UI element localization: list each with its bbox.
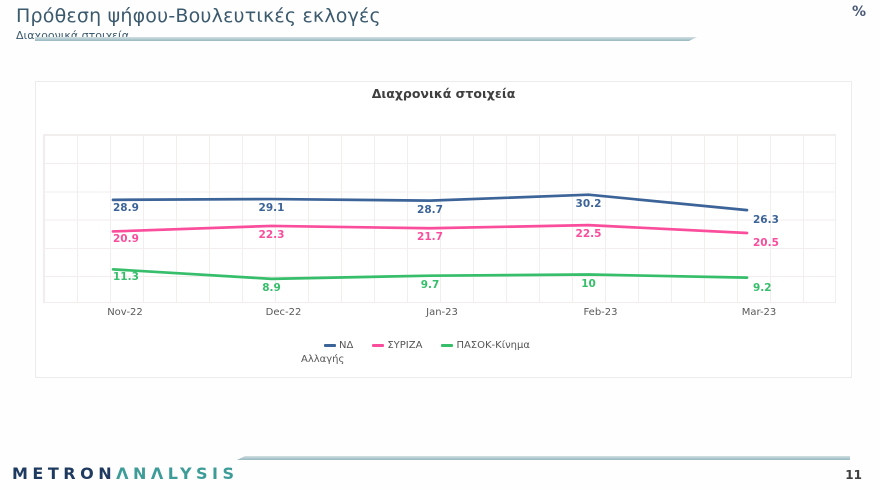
value-label: 26.3	[753, 214, 779, 227]
legend-dash-icon	[324, 344, 336, 347]
value-label: 28.7	[417, 203, 443, 216]
legend-item-ΣΥΡΙΖΑ: ΣΥΡΙΖΑ	[372, 340, 422, 351]
x-axis-layer: Nov-22 Dec-22 Jan-23 Feb-23 Mar-23	[36, 82, 851, 377]
value-labels-layer: 28.9 29.1 28.7 30.2 26.3 20.9 22.3 21.7 22.5 20.5…	[36, 82, 851, 377]
value-label: 10	[581, 277, 596, 290]
legend-label: ΣΥΡΙΖΑ	[387, 340, 423, 351]
x-axis-label-Feb-23: Feb-23	[583, 307, 618, 318]
chart-legend: ΝΔ ΣΥΡΙΖΑ ΠΑΣΟΚ-Κίνημα	[324, 340, 530, 351]
chart-title: Διαχρονικά στοιχεία	[371, 86, 516, 101]
legend-item-ΠΑΣΟΚ-Κίνημα: ΠΑΣΟΚ-Κίνημα	[441, 340, 530, 351]
value-label: 20.5	[753, 237, 779, 250]
page-title: Πρόθεση ψήφου-Βουλευτικές εκλογές	[16, 5, 381, 27]
value-label: 20.9	[113, 233, 139, 246]
legend-label: ΝΔ	[339, 340, 354, 351]
value-label: 11.3	[113, 271, 139, 284]
value-label: 29.1	[258, 202, 285, 215]
value-label: 22.5	[575, 228, 602, 241]
x-axis-label-Jan-23: Jan-23	[426, 307, 458, 318]
x-axis-label-Mar-23: Mar-23	[741, 307, 777, 318]
value-label: 9.2	[753, 281, 772, 294]
value-label: 8.9	[262, 281, 281, 294]
legend-dash-icon	[441, 344, 454, 347]
footer-divider	[237, 456, 850, 460]
legend-item-ΝΔ: ΝΔ	[324, 340, 353, 351]
legend-dash-icon	[372, 344, 385, 347]
chart-container: Διαχρονικά στοιχεία 28.9 29.1 28.7 30.2 26.3…	[35, 81, 852, 378]
logo-text-analysis: ΛNΛLYSIS	[116, 464, 239, 483]
chart-legend-wrap-label: Αλλαγής	[301, 354, 345, 365]
unit-label: %	[851, 4, 866, 20]
series-line-ΠΑΣΟΚ-Κίνημα Αλλαγής	[111, 268, 749, 281]
series-line-ΣΥΡΙΖΑ	[111, 223, 749, 235]
logo-text-metron: METRON	[12, 464, 117, 483]
value-label: 21.7	[417, 231, 443, 244]
page-number: 11	[845, 468, 862, 482]
metron-analysis-logo: METRONΛNΛLYSIS	[12, 464, 239, 483]
value-label: 28.9	[113, 201, 139, 214]
value-label: 30.2	[575, 197, 602, 210]
value-label: 22.3	[258, 228, 285, 241]
header-divider	[35, 37, 697, 41]
legend-label: ΠΑΣΟΚ-Κίνημα	[456, 340, 530, 351]
series-line-ΝΔ	[111, 193, 749, 212]
line-series-svg	[111, 193, 749, 281]
value-label: 9.7	[420, 278, 440, 291]
x-axis-label-Dec-22: Dec-22	[265, 307, 302, 318]
x-axis-label-Nov-22: Nov-22	[107, 307, 143, 318]
